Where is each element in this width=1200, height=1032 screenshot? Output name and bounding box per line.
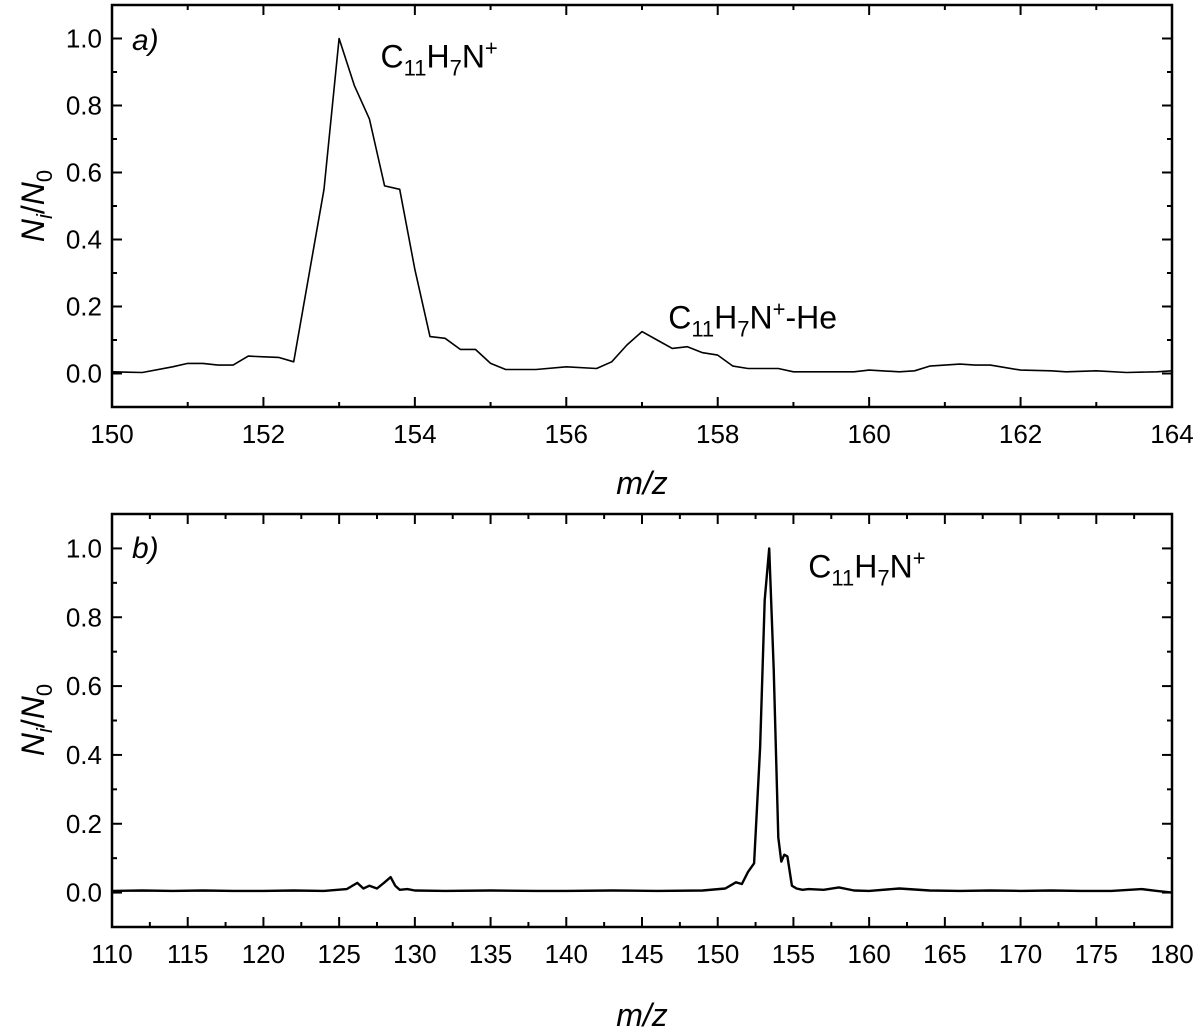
y-tick-label: 1.0: [66, 533, 102, 563]
y-tick-label: 0.2: [66, 809, 102, 839]
x-tick-label: 160: [847, 419, 890, 449]
panel-label: a): [132, 24, 159, 57]
panel-label: b): [132, 532, 159, 565]
y-title-n0: N: [15, 695, 51, 719]
y-tick-label: 0.2: [66, 292, 102, 322]
annotation-part: +: [485, 35, 498, 60]
x-tick-label: 170: [999, 939, 1042, 969]
y-tick-label: 0.0: [66, 878, 102, 908]
y-tick-label: 0.8: [66, 602, 102, 632]
annotation-part: H: [714, 300, 737, 336]
x-tick-label: 110: [91, 939, 132, 969]
annotation-part: 7: [877, 566, 889, 591]
plot-frame: [110, 512, 1174, 929]
y-tick-label: 0.6: [66, 671, 102, 701]
peak-annotation: C11H7N+-He: [668, 297, 837, 342]
x-tick-label: 164: [1150, 419, 1193, 449]
x-tick-label: 162: [999, 419, 1042, 449]
y-title-slash: /: [15, 719, 51, 728]
annotation-part: N: [890, 549, 913, 585]
y-axis: 0.0 0.2 0.4 0.6 0.8 1.0: [66, 24, 1172, 408]
peak-annotation: C11H7N+: [808, 546, 925, 591]
plot-frame: [110, 3, 1174, 409]
y-title-sub-0: 0: [32, 684, 57, 696]
y-title-sub-i: i: [32, 213, 57, 219]
annotation-part: C: [381, 38, 404, 74]
x-tick-label: 145: [620, 939, 663, 969]
y-title-sub-i: i: [32, 727, 57, 733]
x-tick-label: 150: [696, 939, 739, 969]
annotation-part: C: [668, 300, 691, 336]
x-tick-label: 125: [317, 939, 360, 969]
x-tick-label: 160: [847, 939, 890, 969]
x-tick-label: 175: [1075, 939, 1118, 969]
annotation-part: 11: [404, 55, 427, 80]
y-title-n0: N: [15, 181, 51, 205]
x-tick-label: 152: [242, 419, 285, 449]
y-title-slash: /: [15, 205, 51, 214]
x-tick-label: 180: [1150, 939, 1193, 969]
annotation-part: 11: [691, 317, 714, 342]
y-tick-label: 0.4: [66, 740, 102, 770]
y-tick-label: 0.4: [66, 225, 102, 255]
annotations: C11H7N+: [808, 546, 925, 591]
x-tick-label: 156: [545, 419, 588, 449]
annotation-part: +: [913, 546, 926, 571]
annotation-part: N: [462, 38, 485, 74]
y-tick-label: 0.0: [66, 359, 102, 389]
x-tick-label: 150: [90, 419, 133, 449]
x-tick-label: 158: [696, 419, 739, 449]
y-title-sub-0: 0: [32, 170, 57, 182]
x-tick-label: 130: [393, 939, 436, 969]
panel-b: 0.00.20.40.60.81.0 110 115 120 125 130 135 140…: [15, 512, 1194, 1032]
annotation-part: C: [808, 549, 831, 585]
y-axis-title: Ni/N0: [15, 684, 57, 756]
x-tick-label: 165: [923, 939, 966, 969]
x-axis: 150 152 154 156 158 160 162 164: [90, 5, 1194, 449]
annotation-part: +: [773, 297, 786, 322]
panel-a: 0.0 0.2 0.4 0.6 0.8 1.0 150 152 154 156 158 160 162…: [15, 3, 1194, 501]
spectrum-trace: [111, 37, 1173, 374]
x-tick-label: 140: [545, 939, 588, 969]
x-axis: 110 115 120 125 130 135 140 145 150 155 160 165 170 1…: [91, 514, 1194, 969]
annotation-part: -He: [785, 300, 837, 336]
x-tick-label: 135: [469, 939, 512, 969]
y-axis: 0.0 0.2 0.4 0.6 0.8 1.0: [66, 533, 1172, 928]
annotation-part: N: [750, 300, 773, 336]
annotation-part: 11: [831, 566, 854, 591]
annotation-part: H: [426, 38, 449, 74]
annotations: C11H7N+C11H7N+-He: [381, 35, 838, 341]
x-tick-label: 120: [242, 939, 285, 969]
annotation-part: 7: [450, 55, 462, 80]
x-axis-title: m/z: [616, 465, 668, 501]
spectrum-trace: [111, 547, 1173, 894]
y-tick-label: 1.0: [66, 24, 102, 54]
annotation-part: H: [854, 549, 877, 585]
y-tick-label: 0.6: [66, 158, 102, 188]
y-title-n: N: [15, 218, 51, 242]
y-title-n: N: [15, 732, 51, 756]
x-axis-title: m/z: [616, 997, 668, 1032]
x-tick-label: 115: [167, 939, 208, 969]
x-tick-label: 154: [393, 419, 436, 449]
peak-annotation: C11H7N+: [381, 35, 498, 80]
y-tick-label: 0.8: [66, 91, 102, 121]
y-axis-title: Ni/N0: [15, 170, 57, 242]
annotation-part: 7: [737, 317, 749, 342]
x-tick-label: 155: [772, 939, 815, 969]
